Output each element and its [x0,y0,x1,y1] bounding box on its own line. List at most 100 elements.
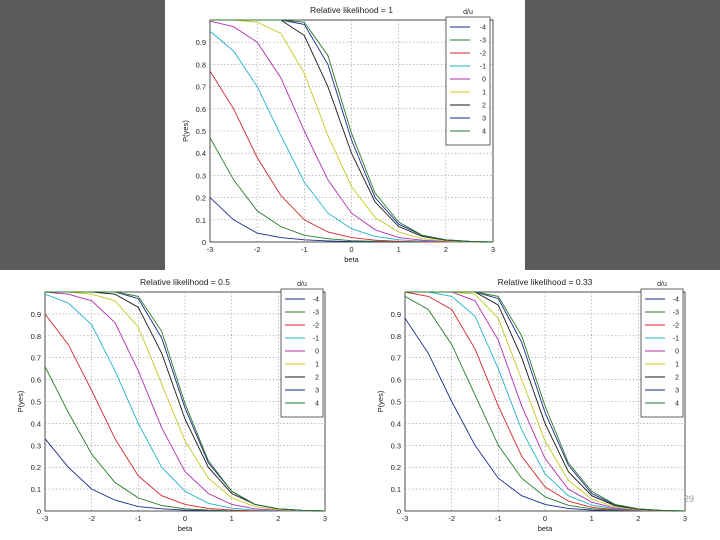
y-tick-label: 0.1 [196,216,206,225]
legend-label: 3 [315,388,319,395]
series-line [405,291,686,512]
y-tick-label: 0.6 [391,376,401,385]
y-tick-label: 0.2 [31,463,41,472]
background-panel-right [525,0,720,270]
x-tick-label: -1 [135,514,142,523]
x-tick-label: -2 [254,245,261,254]
page-number: 29 [683,494,694,504]
y-tick-label: 0.2 [196,194,206,203]
x-tick-label: -3 [207,245,214,254]
background-panel-left [0,0,165,270]
legend-label: 3 [675,388,679,395]
x-tick-label: -3 [42,514,49,523]
legend-label: -2 [480,51,486,58]
legend-label: -3 [480,38,486,45]
x-tick-label: 3 [323,514,327,523]
chart-title: Relative likelihood = 0.33 [498,277,593,287]
y-tick-label: 0.4 [31,419,41,428]
legend-box [640,288,684,418]
series-line [209,20,494,243]
y-tick-label: 0.6 [31,376,41,385]
chart-title: Relative likelihood = 1 [310,5,393,15]
legend-label: 4 [482,129,486,136]
x-tick-label: 0 [183,514,187,523]
y-tick-label: 0.3 [391,441,401,450]
legend-label: 0 [675,349,679,356]
y-tick-label: 0.7 [31,354,41,363]
legend-label: 0 [482,77,486,84]
x-tick-label: -1 [495,514,502,523]
legend-title: d/u [463,9,473,16]
x-tick-label: 0 [349,245,353,254]
legend-title: d/u [297,281,307,288]
y-tick-label: 0 [202,238,206,247]
series-line [44,293,325,512]
y-tick-label: 0.9 [196,38,206,47]
y-tick-label: 0.1 [391,485,401,494]
x-tick-label: 2 [444,245,448,254]
legend-label: -1 [673,336,679,343]
y-tick-label: 0.5 [31,398,41,407]
y-axis-label: P(yes) [181,120,190,142]
x-tick-label: -3 [402,514,409,523]
y-tick-label: 0.5 [391,398,401,407]
series-line [210,19,494,243]
y-tick-label: 0 [37,507,41,516]
x-tick-label: -2 [88,514,95,523]
y-tick-label: 0.9 [31,310,41,319]
chart-relative-likelihood-1: -3 -2 -1 0 1 2 3 0 0.1 0.2 0.3 0.4 0.5 0.6 0.7 0.8 0.9 Re… [181,5,495,264]
y-tick-label: 0.8 [196,60,206,69]
legend-label: 2 [315,375,319,382]
x-axis-label: beta [344,255,359,264]
y-tick-label: 0.5 [196,127,206,136]
y-tick-label: 0.7 [391,354,401,363]
legend-label: -1 [313,336,319,343]
legend-label: 1 [482,90,486,97]
legend-label: -3 [673,310,679,317]
y-tick-label: 0.3 [31,441,41,450]
legend-label: -4 [673,297,679,304]
y-tick-label: 0.9 [391,310,401,319]
legend-label: -3 [313,310,319,317]
legend-label: -4 [313,297,319,304]
y-tick-label: 0.7 [196,83,206,92]
x-tick-label: 1 [397,245,401,254]
series-line [44,291,326,512]
legend-title: d/u [657,281,667,288]
x-tick-label: 1 [230,514,234,523]
series-line [45,291,326,512]
y-tick-label: 0.1 [31,485,41,494]
y-tick-label: 0.6 [196,105,206,114]
x-tick-label: -1 [301,245,308,254]
x-tick-label: 3 [491,245,495,254]
legend-label: 2 [675,375,679,382]
legend-label: -4 [480,25,486,32]
y-tick-label: 0 [397,507,401,516]
legend-label: 3 [482,116,486,123]
x-tick-label: 3 [683,514,687,523]
legend-label: 1 [315,362,319,369]
y-tick-label: 0.3 [196,171,206,180]
x-axis-label: beta [178,524,193,533]
legend-label: 4 [315,401,319,408]
y-tick-label: 0.4 [196,149,206,158]
legend-label: 4 [675,401,679,408]
x-tick-label: 0 [543,514,547,523]
y-axis-label: P(yes) [376,390,385,412]
x-tick-label: 2 [276,514,280,523]
y-axis-label: P(yes) [16,390,25,412]
x-tick-label: 2 [636,514,640,523]
legend-label: 2 [482,103,486,110]
x-tick-label: 1 [590,514,594,523]
legend-label: -2 [313,323,319,330]
series-line [210,19,494,243]
y-tick-label: 0.2 [391,463,401,472]
y-tick-label: 0.8 [391,332,401,341]
y-tick-label: 0.8 [31,332,41,341]
legend-box [445,16,491,146]
chart-relative-likelihood-0-5: -3 -2 -1 0 1 2 3 0 0.1 0.2 0.3 0.4 0.5 0.6 0.7 0.8 0.9 Re… [16,277,327,533]
x-tick-label: -2 [448,514,455,523]
legend-label: -2 [673,323,679,330]
series-line [45,291,326,512]
chart-title: Relative likelihood = 0.5 [140,277,230,287]
